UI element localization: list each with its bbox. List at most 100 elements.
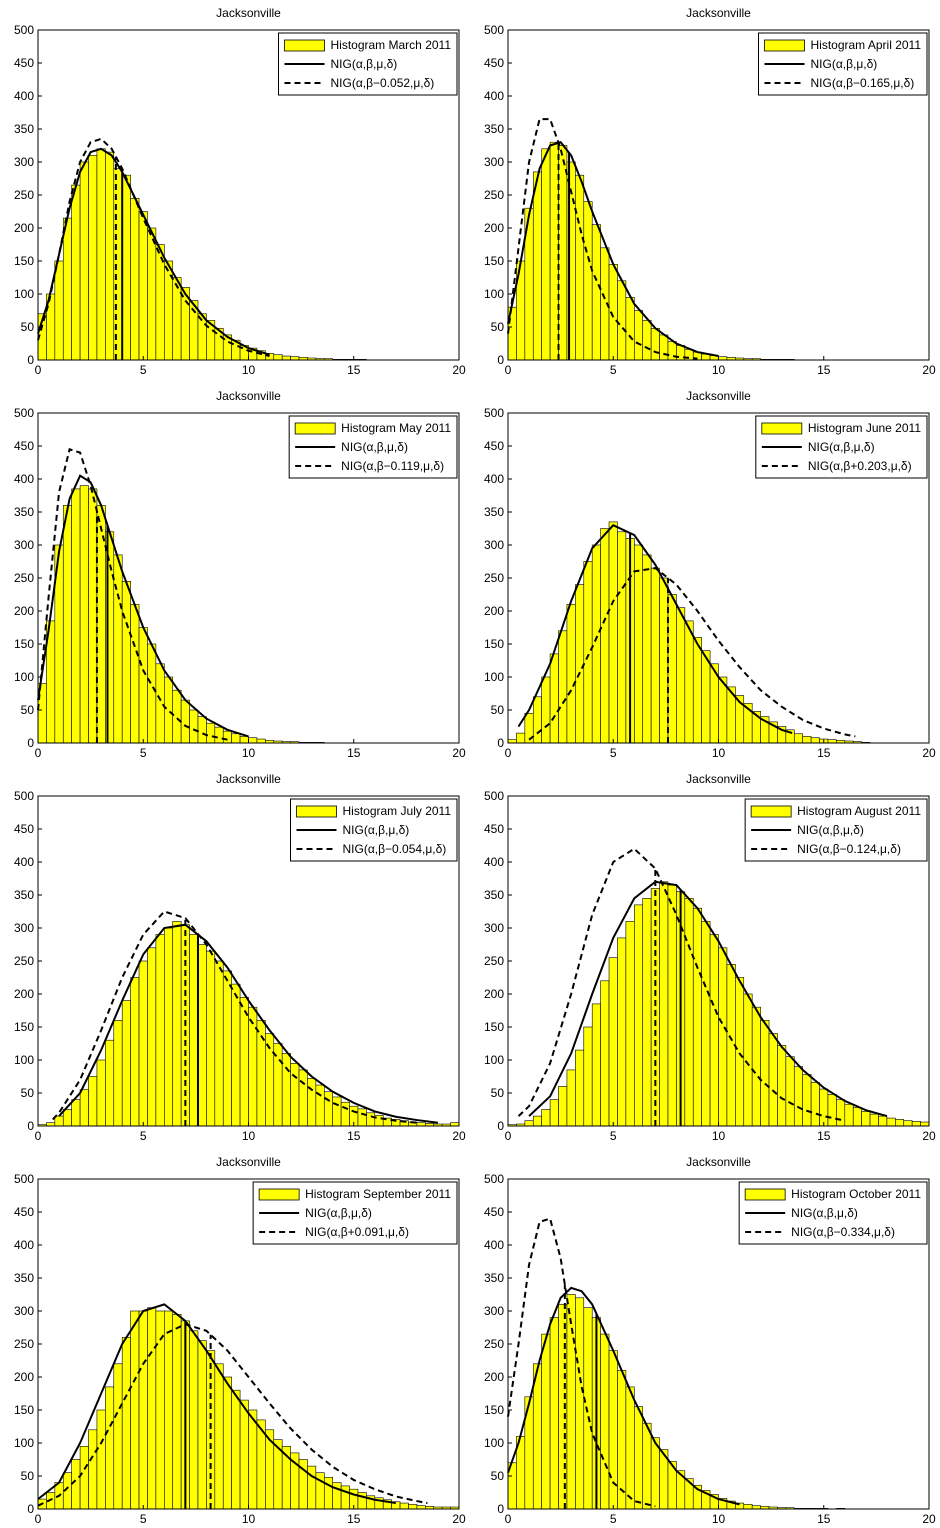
histogram-bar [340, 1485, 350, 1510]
histogram-bar [113, 554, 123, 744]
histogram-bar [549, 653, 559, 744]
histogram-bar [684, 620, 694, 744]
histogram-bar [138, 211, 148, 361]
x-tick-label: 20 [452, 746, 466, 760]
histogram-bar [793, 1066, 804, 1127]
histogram-bar [532, 1363, 542, 1510]
histogram-bar [777, 1045, 787, 1127]
y-tick-label: 350 [14, 1271, 34, 1285]
chart-title: Jacksonville [216, 389, 281, 403]
y-tick-label: 100 [14, 1436, 34, 1450]
histogram-bar [147, 1307, 157, 1510]
histogram-bar [323, 1091, 333, 1127]
histogram-bar [172, 689, 182, 744]
x-tick-label: 20 [922, 746, 936, 760]
histogram-bar [583, 1307, 593, 1510]
histogram-bar [164, 1310, 174, 1510]
histogram-bar [684, 897, 694, 1127]
histogram-bar [566, 604, 576, 744]
legend-label: NIG(α,β−0.334,μ,δ) [791, 1225, 895, 1239]
y-tick-label: 350 [14, 888, 34, 902]
histogram-bar [206, 722, 216, 744]
histogram-bar [676, 607, 686, 744]
x-tick-label: 5 [610, 746, 617, 760]
legend-label: Histogram May 2011 [341, 421, 451, 435]
fit-curve [58, 923, 439, 1124]
histogram-bar [659, 881, 669, 1127]
y-tick-label: 100 [484, 1053, 504, 1067]
histogram-bar [164, 927, 174, 1127]
histogram-bar [121, 1337, 131, 1510]
legend-swatch [294, 422, 336, 435]
histogram-bar [105, 151, 115, 361]
y-tick-label: 200 [484, 604, 504, 618]
histogram-bar [642, 897, 652, 1127]
histogram-bar [315, 1084, 325, 1127]
fit-curve [37, 1303, 397, 1505]
histogram-bar [147, 947, 157, 1127]
histogram-bar [88, 488, 98, 744]
histogram-bar [222, 970, 232, 1127]
y-tick-label: 450 [484, 1205, 504, 1219]
histogram-bar [583, 1026, 593, 1127]
y-tick-label: 100 [14, 287, 34, 301]
legend-swatch [744, 1188, 786, 1201]
y-tick-label: 150 [14, 1020, 34, 1034]
x-tick-label: 0 [35, 1129, 42, 1143]
y-tick-label: 200 [14, 221, 34, 235]
y-tick-label: 150 [14, 637, 34, 651]
histogram-bar [785, 1056, 795, 1127]
histogram-bar [667, 884, 677, 1127]
histogram-bar [54, 260, 64, 361]
x-tick-label: 0 [35, 1512, 42, 1526]
histogram-bar [138, 627, 148, 744]
y-tick-label: 300 [484, 921, 504, 935]
histogram-bar [920, 1121, 930, 1127]
y-tick-label: 350 [14, 505, 34, 519]
legend: Histogram August 2011 NIG(α,β,μ,δ) NIG(α,β… [744, 798, 928, 862]
x-tick-label: 20 [922, 363, 936, 377]
y-tick-label: 500 [484, 23, 504, 37]
y-tick-label: 450 [14, 56, 34, 70]
x-tick-label: 15 [347, 1512, 361, 1526]
legend-label: NIG(α,β,μ,δ) [808, 440, 875, 454]
histogram-bar [231, 733, 241, 744]
histogram-bar [281, 355, 291, 361]
y-tick-label: 350 [14, 122, 34, 136]
histogram-bar [566, 1294, 576, 1510]
y-tick-label: 50 [491, 1469, 505, 1483]
histogram-bar [633, 1406, 644, 1510]
x-tick-label: 20 [452, 1129, 466, 1143]
legend-label: NIG(α,β,μ,δ) [341, 440, 408, 454]
y-tick-label: 300 [14, 538, 34, 552]
y-tick-label: 200 [14, 1370, 34, 1384]
histogram-bar [307, 1078, 317, 1127]
histogram-bar [633, 904, 644, 1127]
fit-curve [52, 910, 417, 1124]
histogram-bar [197, 716, 207, 744]
x-tick-label: 10 [712, 1129, 726, 1143]
histogram-bar [549, 1317, 559, 1510]
legend-label: Histogram June 2011 [808, 421, 922, 435]
histogram-bar [659, 577, 669, 744]
histogram-bar [810, 737, 820, 744]
histogram-bar [532, 1115, 542, 1127]
y-tick-label: 400 [484, 855, 504, 869]
legend-label: NIG(α,β,μ,δ) [797, 823, 864, 837]
histogram-bar [239, 996, 249, 1127]
y-tick-label: 0 [497, 736, 504, 750]
histogram-bar [408, 1504, 418, 1510]
chart-title: Jacksonville [216, 772, 281, 786]
histogram-bar [189, 709, 199, 744]
histogram-bar [600, 980, 610, 1127]
y-tick-label: 500 [14, 1172, 34, 1186]
y-tick-label: 0 [27, 736, 34, 750]
chart-title: Jacksonville [686, 6, 751, 20]
histogram-bar [650, 328, 660, 361]
histogram-bar [617, 531, 627, 744]
x-tick-label: 15 [817, 363, 831, 377]
x-tick-label: 10 [712, 363, 726, 377]
legend-swatch [296, 805, 337, 818]
